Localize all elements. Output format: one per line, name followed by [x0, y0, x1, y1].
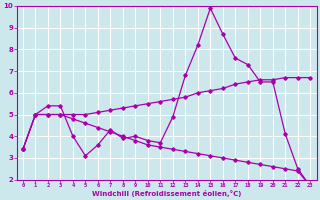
- X-axis label: Windchill (Refroidissement éolien,°C): Windchill (Refroidissement éolien,°C): [92, 190, 241, 197]
